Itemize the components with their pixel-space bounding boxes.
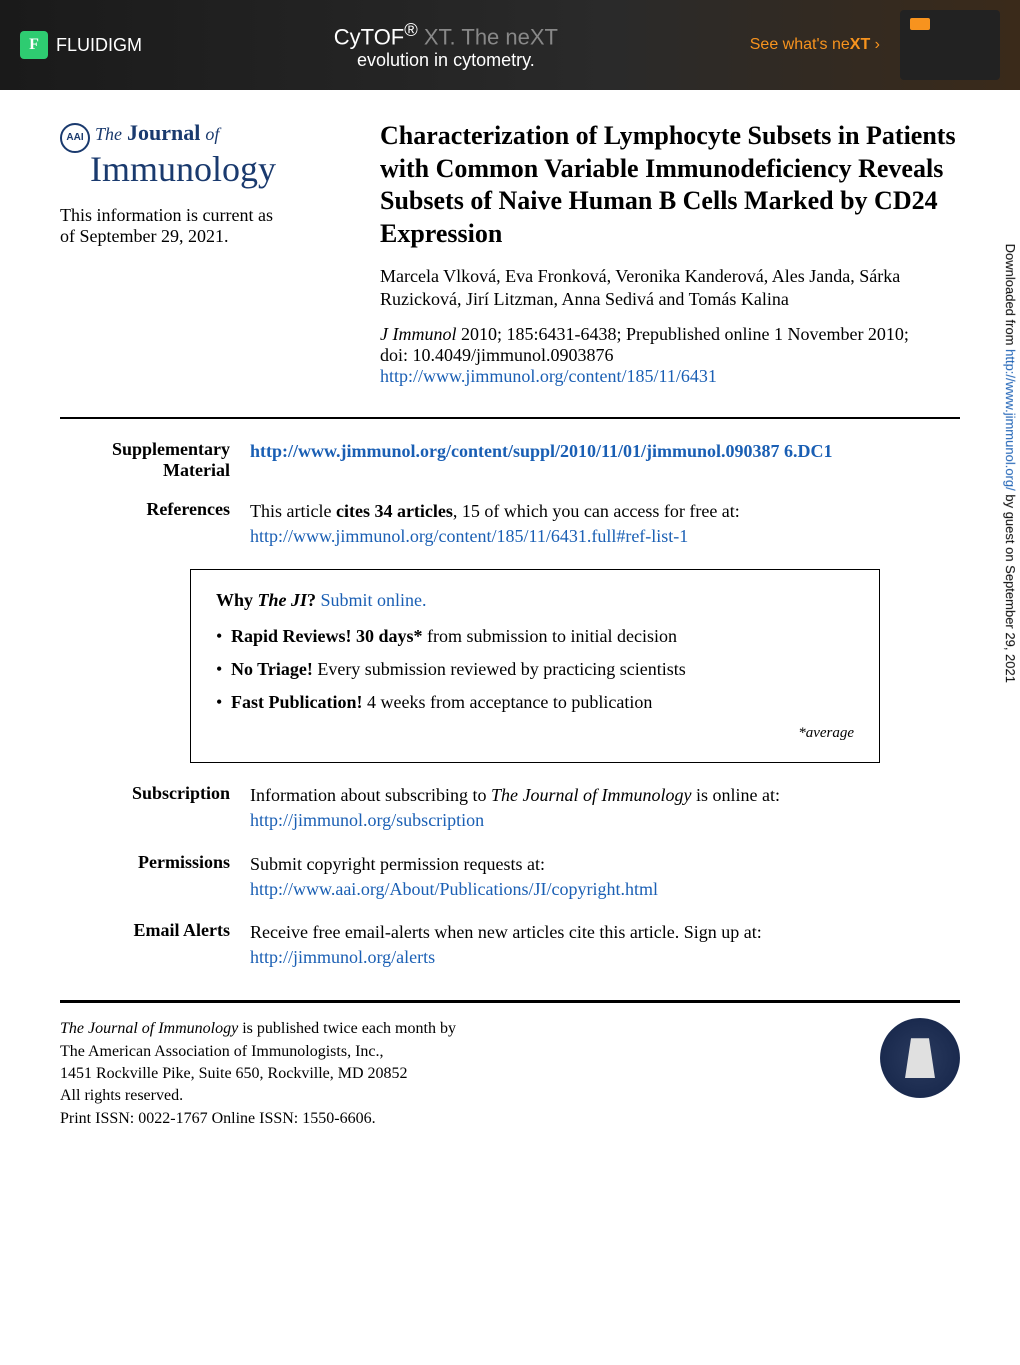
journal-immunology: Immunology (90, 148, 340, 190)
divider-top (60, 417, 960, 419)
journal-name: Journal (127, 120, 200, 146)
subscription-link[interactable]: http://jimmunol.org/subscription (250, 810, 484, 830)
divider-footer (60, 1000, 960, 1003)
banner-subtitle: evolution in cytometry. (142, 50, 750, 71)
permissions-link[interactable]: http://www.aai.org/About/Publications/JI… (250, 879, 658, 899)
banner-title-pre: CyTOF (334, 24, 404, 49)
meta-section: Supplementary Material http://www.jimmun… (0, 439, 1020, 549)
footer-line4: All rights reserved. (60, 1087, 183, 1104)
banner-brand-logo: F FLUIDIGM (20, 31, 142, 59)
references-text-pre: This article (250, 501, 336, 521)
references-label: References (60, 499, 250, 549)
why-suffix: ? (307, 590, 321, 610)
article-title: Characterization of Lymphocyte Subsets i… (380, 120, 960, 250)
why-item-3-bold: Fast Publication! (231, 692, 363, 712)
why-journal: The JI (258, 590, 308, 610)
footer: The Journal of Immunology is published t… (0, 1018, 1020, 1160)
why-item-1-rest: from submission to initial decision (423, 626, 678, 646)
currency-note: This information is current as of Septem… (60, 205, 340, 247)
supplementary-link[interactable]: http://www.jimmunol.org/content/suppl/20… (250, 441, 833, 461)
permissions-text: Submit copyright permission requests at: (250, 854, 545, 874)
alerts-row: Email Alerts Receive free email-alerts w… (60, 920, 960, 970)
banner-headline: CyTOF® XT. The neXT evolution in cytomet… (142, 19, 750, 71)
article-authors: Marcela Vlková, Eva Fronková, Veronika K… (380, 265, 960, 312)
why-item-3: Fast Publication! 4 weeks from acceptanc… (216, 692, 854, 713)
references-row: References This article cites 34 article… (60, 499, 960, 549)
permissions-label: Permissions (60, 852, 250, 902)
journal-seal-icon: AAI (60, 123, 90, 153)
journal-of: of (205, 124, 219, 145)
alerts-text: Receive free email-alerts when new artic… (250, 922, 762, 942)
journal-logo: AAI The Journal of Immunology This infor… (60, 120, 340, 387)
citation-rest: 2010; 185:6431-6438; Prepublished online… (456, 324, 908, 344)
article-info: Characterization of Lymphocyte Subsets i… (380, 120, 960, 387)
journal-the: The (95, 124, 122, 145)
download-watermark: Downloaded from http://www.jimmunol.org/… (1003, 243, 1018, 682)
why-item-1-bold: Rapid Reviews! 30 days* (231, 626, 423, 646)
references-link[interactable]: http://www.jimmunol.org/content/185/11/6… (250, 526, 688, 546)
footer-journal-name: The Journal of Immunology (60, 1020, 238, 1037)
sidebar-post: by guest on September 29, 2021 (1003, 490, 1018, 682)
footer-line3: 1451 Rockville Pike, Suite 650, Rockvill… (60, 1065, 408, 1082)
why-item-2-bold: No Triage! (231, 659, 313, 679)
subscription-text2: is online at: (691, 785, 780, 805)
supplementary-label: Supplementary Material (60, 439, 250, 481)
supplementary-row: Supplementary Material http://www.jimmun… (60, 439, 960, 481)
banner-product-image (900, 10, 1000, 80)
why-average-note: *average (216, 725, 854, 742)
permissions-row: Permissions Submit copyright permission … (60, 852, 960, 902)
why-ji-box: Why The JI? Submit online. Rapid Reviews… (190, 569, 880, 763)
subscription-journal: The Journal of Immunology (491, 785, 691, 805)
why-submit-link[interactable]: Submit online. (321, 590, 427, 610)
footer-line5: Print ISSN: 0022-1767 Online ISSN: 1550-… (60, 1110, 376, 1127)
footer-line2: The American Association of Immunologist… (60, 1043, 384, 1060)
article-doi: doi: 10.4049/jimmunol.0903876 (380, 345, 960, 366)
sidebar-pre: Downloaded from (1003, 243, 1018, 349)
header-row: AAI The Journal of Immunology This infor… (0, 90, 1020, 397)
references-text-post: , 15 of which you can access for free at… (453, 501, 740, 521)
why-item-1: Rapid Reviews! 30 days* from submission … (216, 626, 854, 647)
alerts-label: Email Alerts (60, 920, 250, 970)
banner-brand-text: FLUIDIGM (56, 35, 142, 56)
meta-section-2: Subscription Information about subscribi… (0, 783, 1020, 970)
fluidigm-icon: F (20, 31, 48, 59)
aai-seal-icon (880, 1018, 960, 1098)
footer-line1-rest: is published twice each month by (238, 1020, 456, 1037)
banner-ad[interactable]: F FLUIDIGM CyTOF® XT. The neXT evolution… (0, 0, 1020, 90)
citation-journal: J Immunol (380, 324, 456, 344)
references-text-bold: cites 34 articles (336, 501, 453, 521)
currency-line2: of September 29, 2021. (60, 226, 340, 247)
currency-line1: This information is current as (60, 205, 340, 226)
banner-title-xt: XT. The neXT (418, 24, 558, 49)
subscription-row: Subscription Information about subscribi… (60, 783, 960, 833)
banner-title-sup: ® (404, 19, 418, 40)
banner-cta-text: See what's ne (750, 36, 850, 53)
why-item-2: No Triage! Every submission reviewed by … (216, 659, 854, 680)
banner-cta-xt: XT (850, 36, 870, 53)
alerts-link[interactable]: http://jimmunol.org/alerts (250, 947, 435, 967)
banner-cta[interactable]: See what's neXT › (750, 36, 880, 54)
footer-text: The Journal of Immunology is published t… (60, 1018, 860, 1130)
why-item-3-rest: 4 weeks from acceptance to publication (363, 692, 653, 712)
why-item-2-rest: Every submission reviewed by practicing … (313, 659, 686, 679)
sidebar-url-link[interactable]: http://www.jimmunol.org/ (1003, 349, 1018, 491)
subscription-label: Subscription (60, 783, 250, 833)
why-list: Rapid Reviews! 30 days* from submission … (216, 626, 854, 713)
why-title: Why The JI? Submit online. (216, 590, 854, 611)
why-prefix: Why (216, 590, 258, 610)
banner-cta-arrow-icon: › (875, 36, 880, 53)
subscription-text: Information about subscribing to (250, 785, 491, 805)
article-citation: J Immunol 2010; 185:6431-6438; Prepublis… (380, 324, 960, 345)
article-url-link[interactable]: http://www.jimmunol.org/content/185/11/6… (380, 366, 717, 386)
